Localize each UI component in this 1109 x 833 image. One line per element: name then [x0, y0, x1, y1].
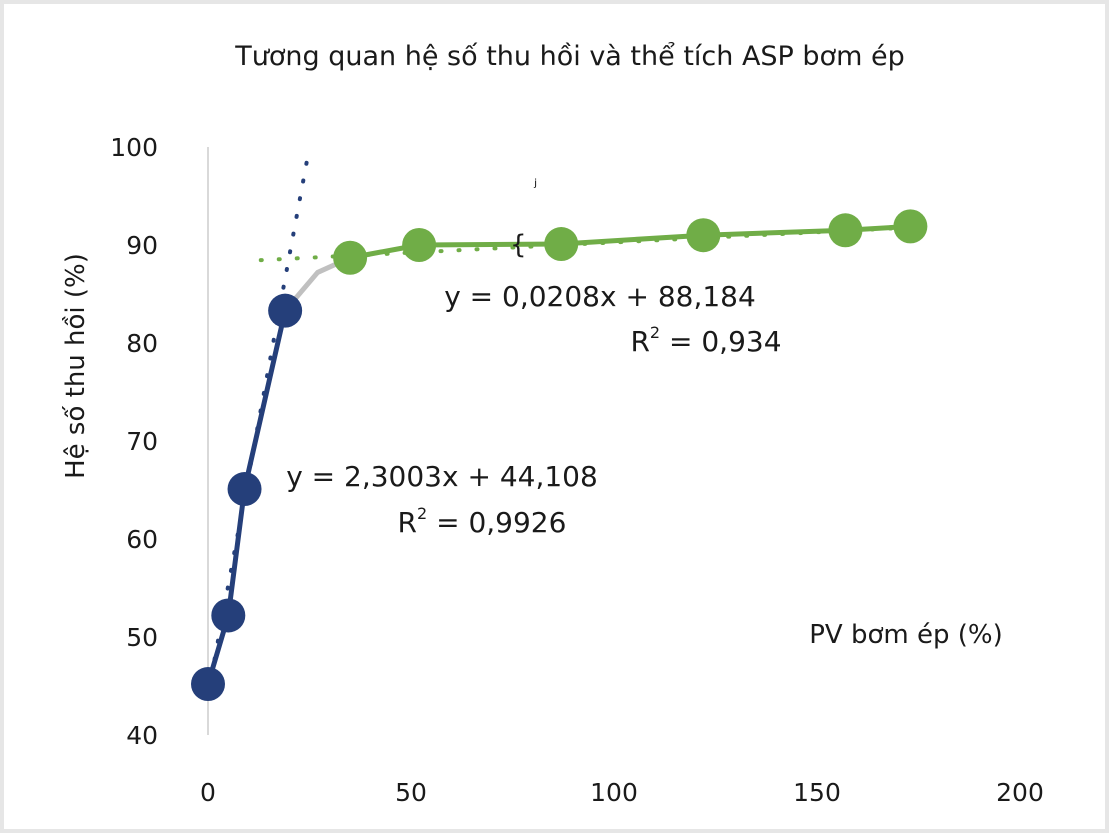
y-tick-label: 60 [126, 525, 158, 554]
chart: Tương quan hệ số thu hồi và thể tích ASP… [61, 41, 1044, 807]
blue-data-point [191, 667, 225, 702]
series-line-blue-series [205, 308, 288, 687]
y-tick-label: 50 [126, 623, 158, 652]
blue-data-point [268, 293, 303, 328]
y-tick-label: 40 [126, 721, 158, 750]
blue-trend-equation: y = 2,3003x + 44,108 [286, 460, 598, 493]
blue-trend-r2: R2 = 0,9926 [398, 504, 567, 539]
x-tick-label: 0 [200, 778, 216, 807]
x-axis-label: PV bơm ép (%) [809, 620, 1003, 650]
x-tick-label: 50 [395, 778, 427, 807]
y-axis-label: Hệ số thu hồi (%) [61, 253, 91, 479]
chart-title: Tương quan hệ số thu hồi và thể tích ASP… [234, 41, 904, 72]
x-tick-label: 100 [590, 778, 638, 807]
y-tick-label: 100 [110, 133, 158, 162]
x-tick-label: 150 [793, 778, 841, 807]
green-trend-r2: R2 = 0,934 [630, 323, 781, 358]
green-data-point [686, 218, 721, 253]
blue-data-point [227, 472, 262, 507]
green-data-point [828, 213, 863, 248]
annotation-mark-1: ʲ [533, 176, 537, 197]
blue-data-point [211, 598, 246, 633]
annotation-mark-2: { [510, 230, 527, 260]
green-trend-equation: y = 0,0208x + 88,184 [444, 280, 756, 313]
chart-frame: Tương quan hệ số thu hồi và thể tích ASP… [4, 4, 1105, 829]
green-data-point [893, 209, 928, 244]
y-tick-label: 90 [126, 231, 158, 260]
green-data-point [402, 228, 437, 262]
x-tick-label: 200 [996, 778, 1044, 807]
green-data-point [333, 240, 368, 275]
y-tick-label: 70 [126, 427, 158, 456]
y-tick-label: 80 [126, 329, 158, 358]
green-data-point [544, 227, 579, 262]
